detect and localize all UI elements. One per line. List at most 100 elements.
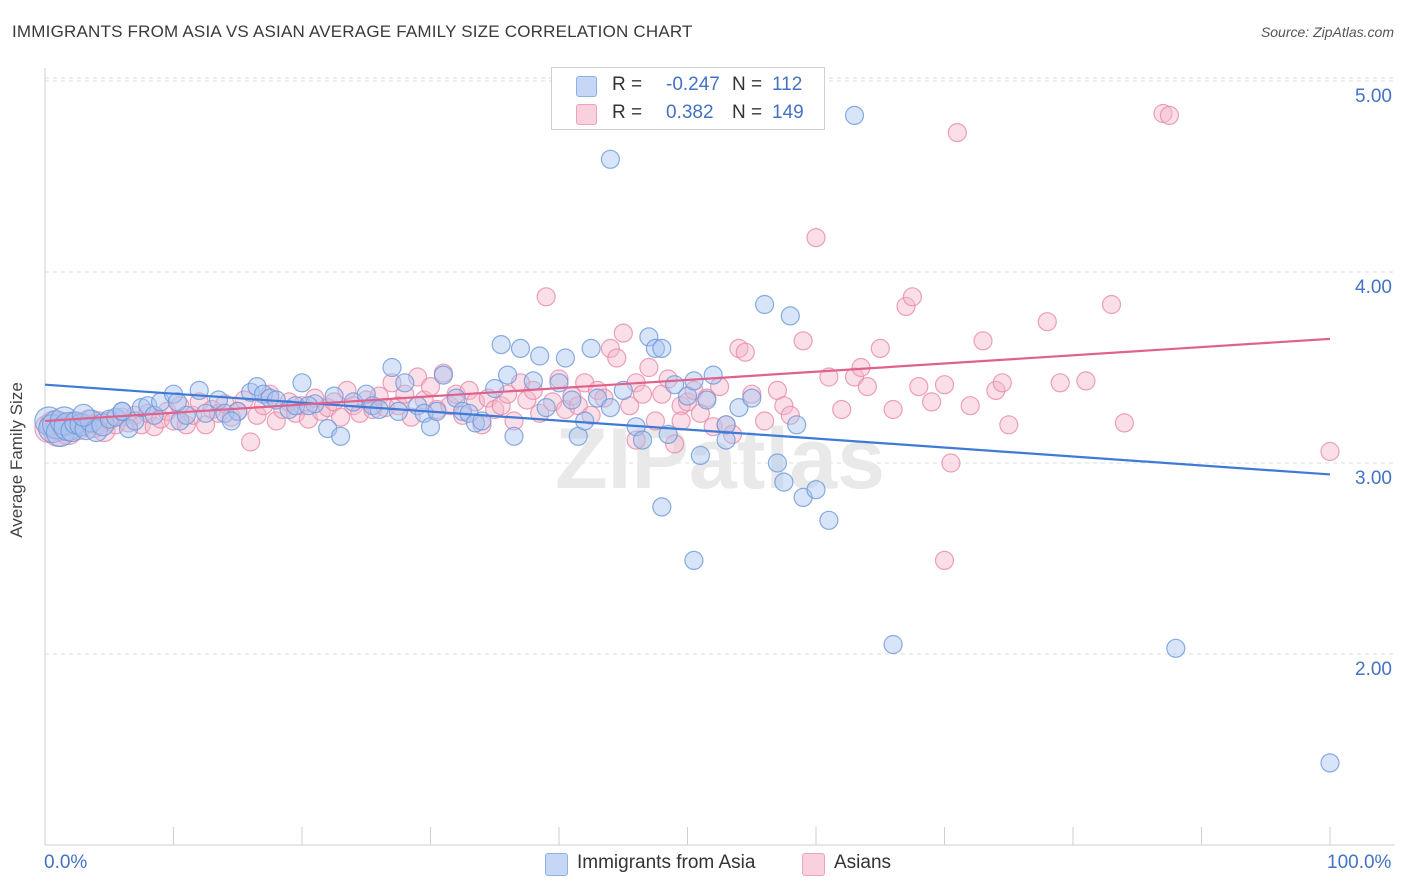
y-tick-label: 2.00 <box>1355 659 1392 680</box>
immigrants-from-asia-point <box>71 403 96 427</box>
y-tick-label: 5.00 <box>1355 86 1392 107</box>
asians-point <box>973 331 993 351</box>
bottom-legend-swatch-blue <box>545 853 568 876</box>
immigrants-from-asia-point <box>684 550 704 571</box>
asians-point <box>408 367 428 387</box>
immigrants-from-asia-point <box>530 346 550 366</box>
immigrants-from-asia-point <box>1320 753 1340 773</box>
asians-point <box>331 407 351 427</box>
trend-lines <box>44 337 1331 476</box>
immigrants-from-asia-point <box>697 390 717 410</box>
y-axis-label: Average Family Size <box>7 382 26 538</box>
legend-n-value: 149 <box>772 102 804 123</box>
y-tick-label: 3.00 <box>1355 468 1392 489</box>
immigrants-from-asia-point <box>754 294 775 315</box>
legend-n-label: N = <box>732 102 763 123</box>
immigrants-from-asia-point <box>523 371 543 391</box>
asians-point <box>921 392 942 412</box>
asians-point <box>986 380 1006 400</box>
asians-point <box>645 411 666 431</box>
immigrants-from-asia-point <box>632 430 653 450</box>
immigrants-from-asia-point <box>510 338 531 358</box>
asians-point <box>1050 373 1070 393</box>
asians-point <box>613 323 633 343</box>
legend-r-value: -0.247 <box>666 74 720 95</box>
immigrants-from-asia-point <box>613 380 633 400</box>
asians-point <box>594 388 614 408</box>
asians-point <box>241 432 261 452</box>
immigrants-from-asia-point <box>742 388 762 408</box>
asians-point <box>491 396 511 416</box>
asians-point <box>780 405 800 425</box>
immigrants-from-asia-point <box>806 480 826 500</box>
asians-point <box>870 338 890 358</box>
bottom-legend-label: Asians <box>834 852 892 873</box>
immigrants-from-asia-point <box>45 417 76 447</box>
y-tick-label: 4.00 <box>1355 277 1392 298</box>
immigrants-from-asia-point <box>645 338 666 358</box>
bottom-legend-swatch-pink <box>802 853 825 876</box>
asians-point <box>857 377 878 397</box>
asians-point <box>1320 441 1340 462</box>
immigrants-from-asia-point <box>196 403 216 423</box>
asians-point <box>999 415 1019 435</box>
asians-trend-line <box>44 337 1331 423</box>
asians-point <box>754 411 775 431</box>
legend-r-label: R = <box>612 74 643 95</box>
immigrants-from-asia-point <box>1166 638 1186 658</box>
asians-point <box>902 287 923 307</box>
immigrants-from-asia-point <box>690 445 711 465</box>
immigrants-from-asia-point <box>883 634 903 655</box>
immigrants-from-asia-point <box>356 384 376 404</box>
asians-point <box>774 396 794 416</box>
asians-point <box>144 417 164 437</box>
asians-point <box>671 411 691 431</box>
immigrants-from-asia-point <box>504 426 524 446</box>
asians-point <box>600 338 621 358</box>
asians-point <box>626 430 646 450</box>
immigrants-from-asia-point <box>587 388 608 408</box>
asians-point <box>607 348 627 368</box>
immigrants-from-asia-point <box>167 392 187 412</box>
immigrants-from-asia-point <box>652 497 672 517</box>
immigrants-from-asia-point <box>716 415 736 435</box>
asians-point <box>806 228 826 248</box>
immigrants-from-asia-point <box>536 398 556 418</box>
legend-swatch-blue <box>576 76 597 97</box>
asians-point <box>819 367 839 387</box>
asians-point <box>947 123 967 143</box>
asians-point <box>1159 105 1180 126</box>
immigrants-from-asia-point <box>221 411 241 431</box>
immigrants-from-asia-point <box>658 424 678 444</box>
immigrants-from-asia-point <box>716 430 736 450</box>
immigrants-from-asia-point <box>652 338 672 358</box>
x-tick-label: 100.0% <box>1327 852 1392 873</box>
immigrants-from-asia-point <box>433 365 453 385</box>
asians-point <box>1076 371 1096 391</box>
immigrants-from-asia-point <box>581 338 601 358</box>
asians-point <box>266 411 286 431</box>
chart-title: IMMIGRANTS FROM ASIA VS ASIAN AVERAGE FA… <box>12 22 693 41</box>
immigrants-from-asia-point <box>382 357 402 378</box>
asians-point <box>664 434 685 454</box>
asians-point <box>934 550 955 571</box>
immigrants-from-asia-point <box>118 419 139 439</box>
asians-point <box>909 377 929 397</box>
immigrants-from-asia-point <box>388 401 408 421</box>
immigrants-from-asia-point <box>729 398 749 418</box>
asians-point <box>1101 294 1122 315</box>
legend-swatch-pink <box>576 104 597 125</box>
asians-point <box>883 399 903 420</box>
legend-r-value: 0.382 <box>666 102 714 123</box>
asians-point <box>677 392 698 412</box>
immigrants-from-asia-point <box>395 373 415 393</box>
asians-point <box>632 384 653 404</box>
immigrants-from-asia-point <box>819 510 839 530</box>
immigrants-from-asia-point <box>453 401 473 421</box>
immigrants-from-asia-point <box>703 365 723 385</box>
immigrants-from-asia-point <box>112 401 132 421</box>
asians-point <box>639 357 659 378</box>
axes <box>44 68 1395 846</box>
immigrants-from-asia-point <box>600 149 621 169</box>
